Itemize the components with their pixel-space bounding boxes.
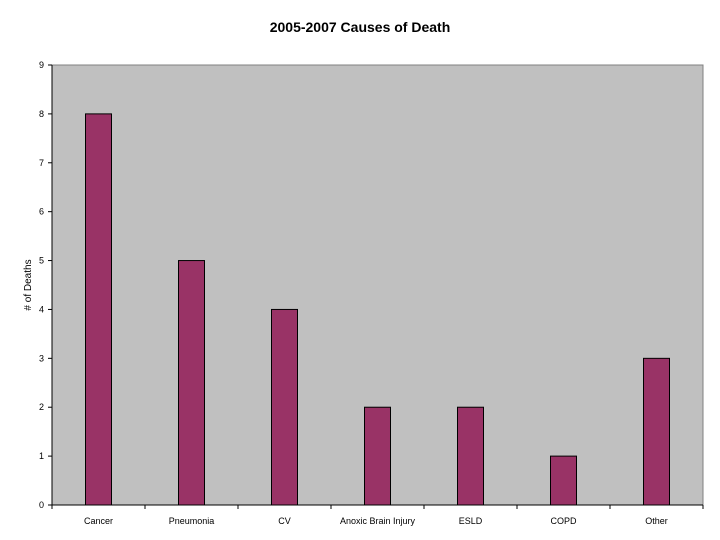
x-tick-label: COPD xyxy=(550,516,577,526)
bar-cancer xyxy=(85,113,112,506)
x-tick-label: Pneumonia xyxy=(169,516,215,526)
bar-cv xyxy=(271,308,298,506)
x-tick-label: Anoxic Brain Injury xyxy=(340,516,416,526)
y-axis: 0 1 2 3 4 5 6 7 8 9 xyxy=(39,60,53,510)
y-tick-label: 3 xyxy=(39,353,44,363)
y-tick-label: 7 xyxy=(39,158,44,168)
y-tick-label: 6 xyxy=(39,207,44,217)
bar-pneumonia xyxy=(178,260,205,506)
y-tick-label: 4 xyxy=(39,304,44,314)
bar-esld xyxy=(457,406,484,506)
bar-other xyxy=(643,357,670,506)
bar-anoxic-brain-injury xyxy=(364,406,391,506)
y-tick-label: 5 xyxy=(39,256,44,266)
y-tick-label: 2 xyxy=(39,402,44,412)
bar-series xyxy=(85,113,670,506)
x-tick-label: ESLD xyxy=(459,516,483,526)
y-tick-label: 9 xyxy=(39,60,44,70)
chart-title: 2005-2007 Causes of Death xyxy=(270,19,451,35)
bar-copd xyxy=(550,455,577,506)
x-tick-label: Cancer xyxy=(84,516,113,526)
y-tick-label: 0 xyxy=(39,500,44,510)
y-axis-label: # of Deaths xyxy=(23,259,34,310)
x-tick-label: CV xyxy=(278,516,291,526)
y-tick-label: 8 xyxy=(39,109,44,119)
y-tick-label: 1 xyxy=(39,451,44,461)
x-axis: Cancer Pneumonia CV Anoxic Brain Injury ESLD… xyxy=(51,504,704,526)
x-tick-label: Other xyxy=(645,516,668,526)
